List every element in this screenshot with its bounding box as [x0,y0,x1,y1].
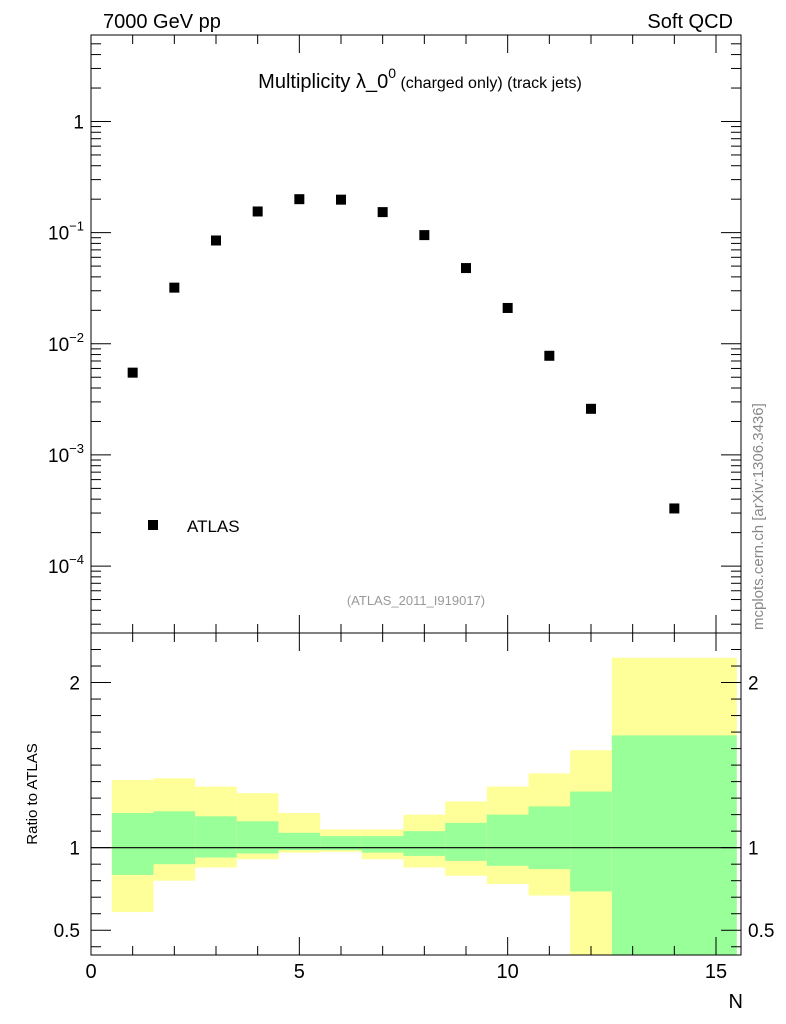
data-point-N10 [502,302,513,313]
x-tick-label: 15 [705,961,727,983]
data-point-N4 [252,206,263,217]
main-ytick-label: 10−1 [48,219,84,245]
main-title-rest: (charged only) (track jets) [396,75,582,92]
main-panel-frame [90,34,742,634]
green-band-bin-5 [278,832,321,851]
ratio-ytick-label-left: 0.5 [54,921,80,942]
data-point-N1 [127,367,138,378]
green-band-bin-7 [361,836,404,853]
x-tick-label: 5 [294,961,305,983]
green-band-bin-11 [528,806,571,870]
main-ytick-base: 10 [48,557,69,578]
header-left: 7000 GeV pp [103,11,221,33]
main-ytick-label: 10−4 [48,552,84,578]
legend-marker [148,520,158,530]
main-ytick-base: 10 [48,224,69,245]
x-axis-label: N [729,991,743,1013]
data-point-N9 [461,263,471,274]
main-title-text: Multiplicity λ_0 [258,71,388,93]
data-point-N2 [169,282,180,293]
green-band-bin-13 [611,735,737,955]
green-band-bin-4 [236,821,279,854]
main-ytick-base: 10 [48,446,69,467]
data-markers [127,194,680,514]
green-band-bin-10 [486,814,529,866]
ratio-bands [111,657,737,955]
ratio-ytick-label-left: 2 [69,674,80,695]
green-band-bin-12 [570,791,612,892]
analysis-id: (ATLAS_2011_I919017) [347,593,485,608]
main-ytick-exp: −4 [69,552,84,567]
green-band-bin-1 [111,812,154,875]
data-point-N6 [336,194,346,205]
side-watermark: mcplots.cern.ch [arXiv:1306.3436] [750,403,767,630]
data-point-N3 [211,235,221,246]
green-band-bin-8 [403,831,446,856]
legend-label: ATLAS [187,517,240,536]
main-title-superscript: 0 [388,65,396,81]
main-ytick-label: 10−3 [48,441,84,467]
main-ytick-base: 1 [73,112,84,133]
x-tick-label: 10 [497,961,519,983]
green-band-bin-6 [320,836,362,851]
green-band-bin-9 [445,822,487,861]
main-axis-ticks: 110−110−210−310−4 [48,34,741,633]
data-point-N14 [669,503,680,514]
ratio-panel-frame [90,632,742,956]
main-ytick-exp: −3 [69,441,84,456]
ratio-axis-ticks: 0.5 0.5 1 1 2 2 0 5 10 15 [54,633,774,983]
main-ytick-base: 10 [48,335,69,356]
main-ytick-exp: −2 [69,330,84,345]
data-point-N8 [419,230,430,241]
ratio-ylabel: Ratio to ATLAS [24,743,41,844]
x-tick-label: 0 [85,961,96,983]
main-ytick-label: 10−2 [48,330,84,356]
main-ytick-label: 1 [73,112,84,133]
green-band-bin-2 [153,811,196,865]
ratio-ytick-label-left: 1 [69,839,80,860]
data-point-N11 [544,350,555,361]
main-title: Multiplicity λ_00 (charged only) (track … [258,65,582,93]
main-ytick-exp: −1 [69,219,84,234]
green-band-bin-3 [195,816,237,858]
ratio-ytick-label-right: 2 [748,674,759,695]
header-right: Soft QCD [647,11,733,33]
data-point-N12 [586,403,596,414]
ratio-ytick-label-right: 0.5 [748,921,774,942]
ratio-ytick-label-right: 1 [748,839,759,860]
data-point-N7 [377,207,388,218]
data-point-N5 [294,194,305,205]
